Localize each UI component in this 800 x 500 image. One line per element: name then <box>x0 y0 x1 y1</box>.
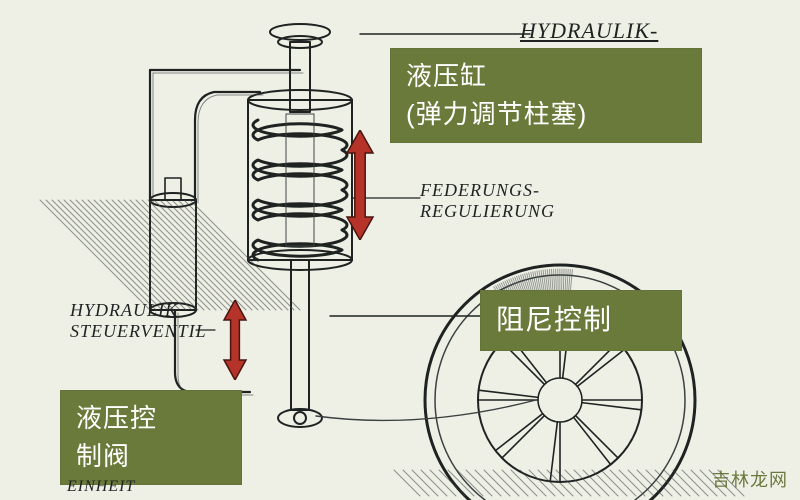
watermark: 吉林龙网 <box>712 466 788 492</box>
handwriting-einheit: EINHEIT <box>62 478 135 496</box>
double-arrow-spring <box>343 130 377 240</box>
handwriting-federung: FEDERUNGS- REGULIERUNG <box>420 180 555 222</box>
diagram-root: { "canvas": { "w": 800, "h": 500, "bg": … <box>0 0 800 500</box>
handwriting-steuerventil: HYDRAULIK STEUERVENTIL <box>70 300 207 342</box>
handwriting-hydraulik: HYDRAULIK- <box>520 18 658 44</box>
label-hydraulic-valve: 液压控制阀 <box>60 390 242 485</box>
label-hydraulic-cylinder: 液压缸(弹力调节柱塞) <box>390 48 702 143</box>
double-arrow-valve <box>220 300 250 380</box>
label-damping-control: 阻尼控制 <box>480 290 682 351</box>
